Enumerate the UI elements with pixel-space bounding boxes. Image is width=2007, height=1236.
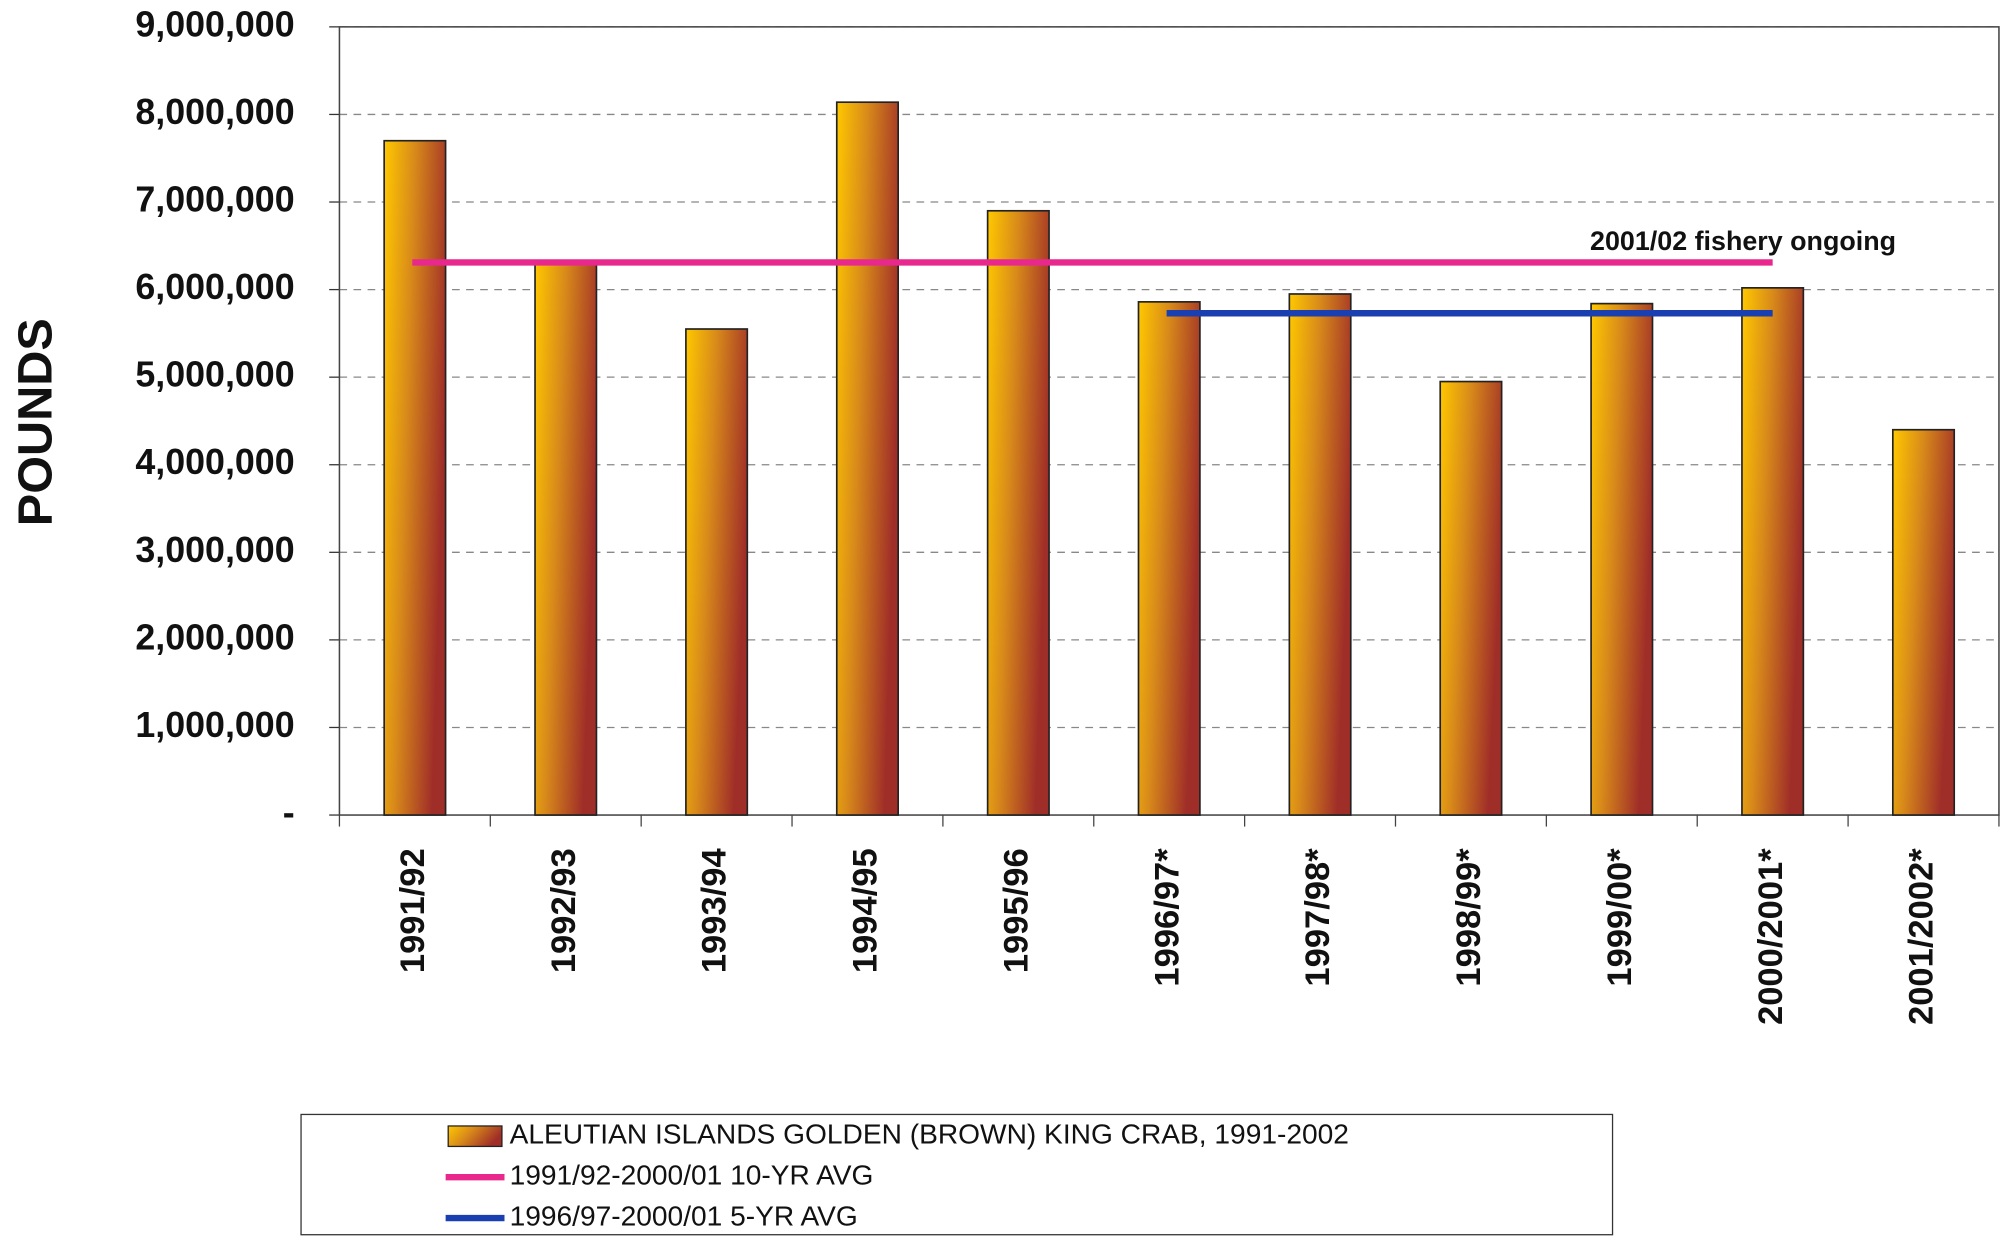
y-axis-label: POUNDS [9, 318, 63, 526]
y-tick-label: 4,000,000 [135, 442, 294, 482]
legend-label: 1991/92-2000/01 10-YR AVG [510, 1160, 874, 1191]
y-tick-label: - [283, 793, 295, 833]
y-tick-label: 9,000,000 [135, 4, 294, 44]
x-tick-label: 1995/96 [997, 848, 1035, 973]
x-tick-label: 1999/00* [1601, 848, 1639, 987]
y-tick-label: 2,000,000 [135, 617, 294, 657]
bar [383, 139, 447, 816]
bar [534, 261, 598, 816]
y-tick-label: 1,000,000 [135, 705, 294, 745]
bar [1137, 301, 1201, 816]
y-tick-label: 5,000,000 [135, 355, 294, 395]
bar [1590, 302, 1654, 816]
bar [835, 101, 900, 816]
legend-label: ALEUTIAN ISLANDS GOLDEN (BROWN) KING CRA… [510, 1119, 1349, 1150]
x-tick-label: 1991/92 [394, 848, 432, 973]
bar [986, 209, 1050, 816]
x-tick-label: 2001/2002* [1903, 848, 1941, 1025]
annotation: 2001/02 fishery ongoing [1590, 226, 1896, 256]
bar [1439, 380, 1503, 816]
bar [685, 328, 749, 816]
legend-swatch [447, 1125, 503, 1148]
y-tick-label: 8,000,000 [135, 92, 294, 132]
bar [1891, 428, 1956, 816]
y-tick-label: 7,000,000 [135, 179, 294, 219]
x-tick-label: 1998/99* [1450, 848, 1488, 987]
x-tick-label: 1996/97* [1148, 848, 1186, 987]
y-tick-label: 3,000,000 [135, 530, 294, 570]
legend-label: 1996/97-2000/01 5-YR AVG [510, 1201, 858, 1232]
x-tick-label: 1993/94 [696, 848, 734, 974]
x-tick-label: 1997/98* [1299, 848, 1337, 987]
x-tick-label: 1994/95 [847, 848, 885, 973]
x-tick-label: 1992/93 [545, 848, 583, 973]
bar [1741, 287, 1805, 816]
y-tick-label: 6,000,000 [135, 267, 294, 307]
x-tick-label: 2000/2001* [1752, 848, 1790, 1025]
legend-box [300, 1113, 1614, 1236]
bar [1288, 293, 1352, 816]
